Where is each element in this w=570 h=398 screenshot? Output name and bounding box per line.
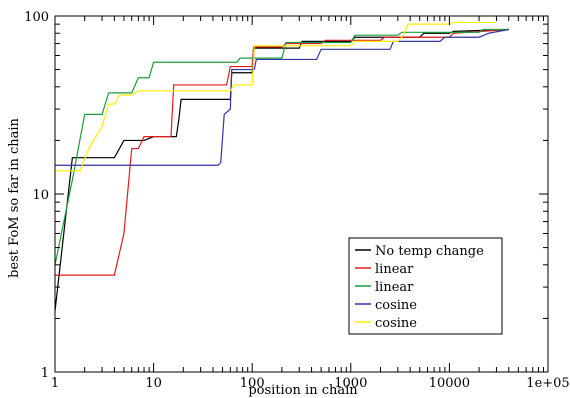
x-tick-label: 1: [51, 376, 59, 391]
legend-label: linear: [375, 280, 414, 295]
series-line-1: [54, 28, 509, 312]
x-axis-label: position in chain: [248, 383, 358, 398]
y-axis-label: best FoM so far in chain: [7, 117, 22, 277]
y-tick-label: 1: [41, 366, 49, 381]
legend-label: cosine: [375, 316, 417, 331]
legend-label: No temp change: [375, 244, 484, 259]
y-tick-label: 10: [32, 188, 49, 203]
x-tick-label: 1000: [334, 376, 367, 391]
x-tick-label: 1e+05: [526, 376, 569, 391]
series-line-5: [55, 21, 497, 172]
x-tick-label: 10: [145, 376, 162, 391]
series-line-3: [54, 28, 509, 265]
x-tick-label: 10000: [429, 376, 470, 391]
legend-box: [348, 237, 503, 335]
legend-label: cosine: [375, 298, 417, 313]
y-tick-label: 100: [24, 10, 49, 25]
legend-label: linear: [375, 262, 414, 277]
series-line-2: [55, 28, 509, 276]
series-line-4: [55, 28, 509, 166]
x-tick-label: 100: [240, 376, 265, 391]
legend: No temp change linear linear cosine cosine: [348, 237, 503, 335]
